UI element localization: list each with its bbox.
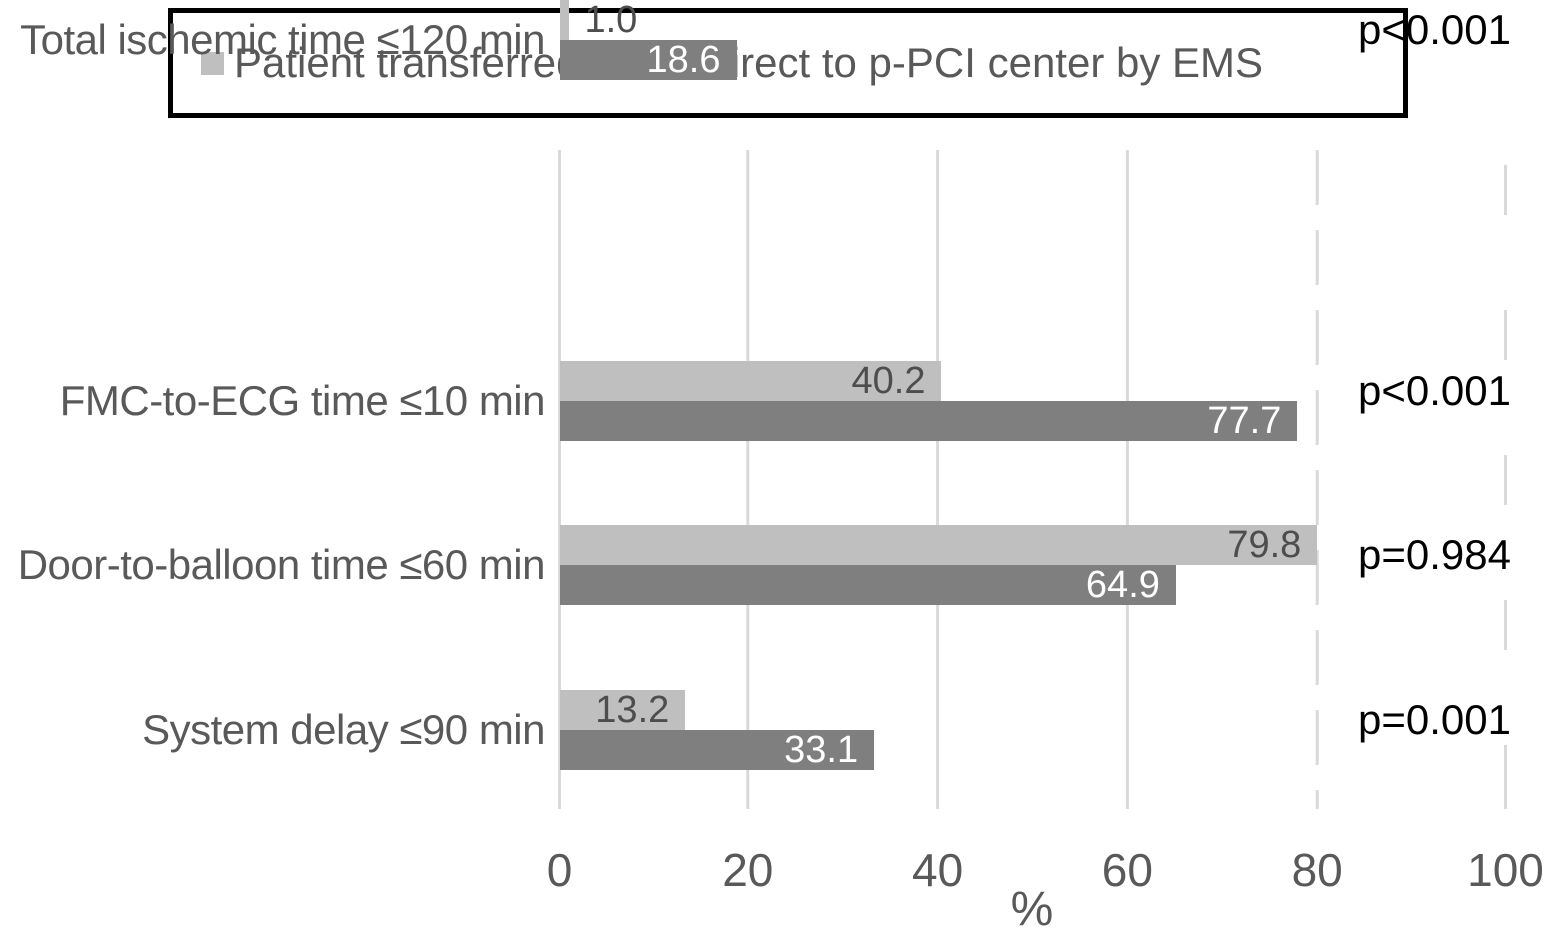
- bar-value-label: 79.8: [1227, 524, 1302, 566]
- x-axis-tick: 0: [546, 844, 573, 896]
- bar-pair: 1.0 18.6: [560, 0, 1509, 81]
- legend-swatch-light: [201, 51, 224, 75]
- bar-value-label: 77.7: [1207, 400, 1282, 442]
- bar-patient-transferred: 79.8: [560, 524, 1318, 566]
- bar-pair: 13.2 33.1: [560, 689, 1509, 771]
- bar-value-label: 33.1: [784, 729, 859, 771]
- chart-row-fmc-to-ecg: FMC-to-ECG time ≤10 min 40.2 77.7 p<0.00…: [0, 360, 1558, 442]
- bar-direct-ems: 77.7: [560, 400, 1298, 442]
- x-axis-tick: 20: [722, 844, 774, 896]
- bar-patient-transferred: 1.0: [560, 0, 637, 41]
- bar-direct-ems: 18.6: [560, 39, 737, 81]
- bar-value-label: 64.9: [1085, 564, 1160, 606]
- bar-value-label: 1.0: [584, 0, 638, 41]
- bar-value-label: 13.2: [595, 689, 670, 731]
- x-axis-label: %: [1010, 883, 1054, 936]
- x-axis-tick: 80: [1291, 844, 1343, 896]
- bar-value-label: 18.6: [646, 39, 721, 81]
- legend-item-patient-transferred: Patient transferred: [201, 39, 580, 87]
- category-label: Door-to-balloon time ≤60 min: [17, 541, 546, 588]
- category-label: System delay ≤90 min: [142, 706, 545, 753]
- x-axis-tick: 100: [1467, 844, 1544, 896]
- chart-row-total-ischemic: Total ischemic time ≤120 min 1.0 18.6 p<…: [0, 0, 1558, 81]
- bar-value-label: 40.2: [851, 360, 926, 402]
- category-label: Total ischemic time ≤120 min: [20, 16, 545, 63]
- x-axis: 0 20 40 60 80 100: [547, 843, 1544, 896]
- category-label: FMC-to-ECG time ≤10 min: [59, 377, 546, 424]
- p-value-label: p=0.001: [1358, 696, 1511, 743]
- bar-direct-ems: 33.1: [560, 729, 875, 771]
- x-axis-tick: 40: [912, 844, 964, 896]
- bar-patient-transferred: 40.2: [560, 360, 942, 402]
- p-value-label: p<0.001: [1358, 6, 1511, 53]
- legend-label: Direct to p-PCI center by EMS: [700, 39, 1264, 86]
- chart-legend: Patient transferred Direct to p-PCI cent…: [168, 8, 1408, 118]
- x-axis-tick: 60: [1101, 844, 1153, 896]
- chart-row-system-delay: System delay ≤90 min 13.2 33.1 p=0.001: [0, 689, 1558, 771]
- gridlines-svg: [558, 150, 1507, 809]
- bar-pair: 40.2 77.7: [560, 360, 1509, 442]
- bar-patient-transferred: 13.2: [560, 689, 686, 731]
- legend-item-direct-ems: Direct to p-PCI center by EMS: [667, 39, 1264, 87]
- bar-pair: 79.8 64.9: [560, 524, 1509, 606]
- p-value-label: p<0.001: [1358, 367, 1511, 414]
- bar-direct-ems: 64.9: [560, 564, 1176, 606]
- p-value-label: p=0.984: [1358, 531, 1511, 578]
- chart-row-door-to-balloon: Door-to-balloon time ≤60 min 79.8 64.9 p…: [0, 524, 1558, 606]
- legend-label: Patient transferred: [234, 39, 580, 86]
